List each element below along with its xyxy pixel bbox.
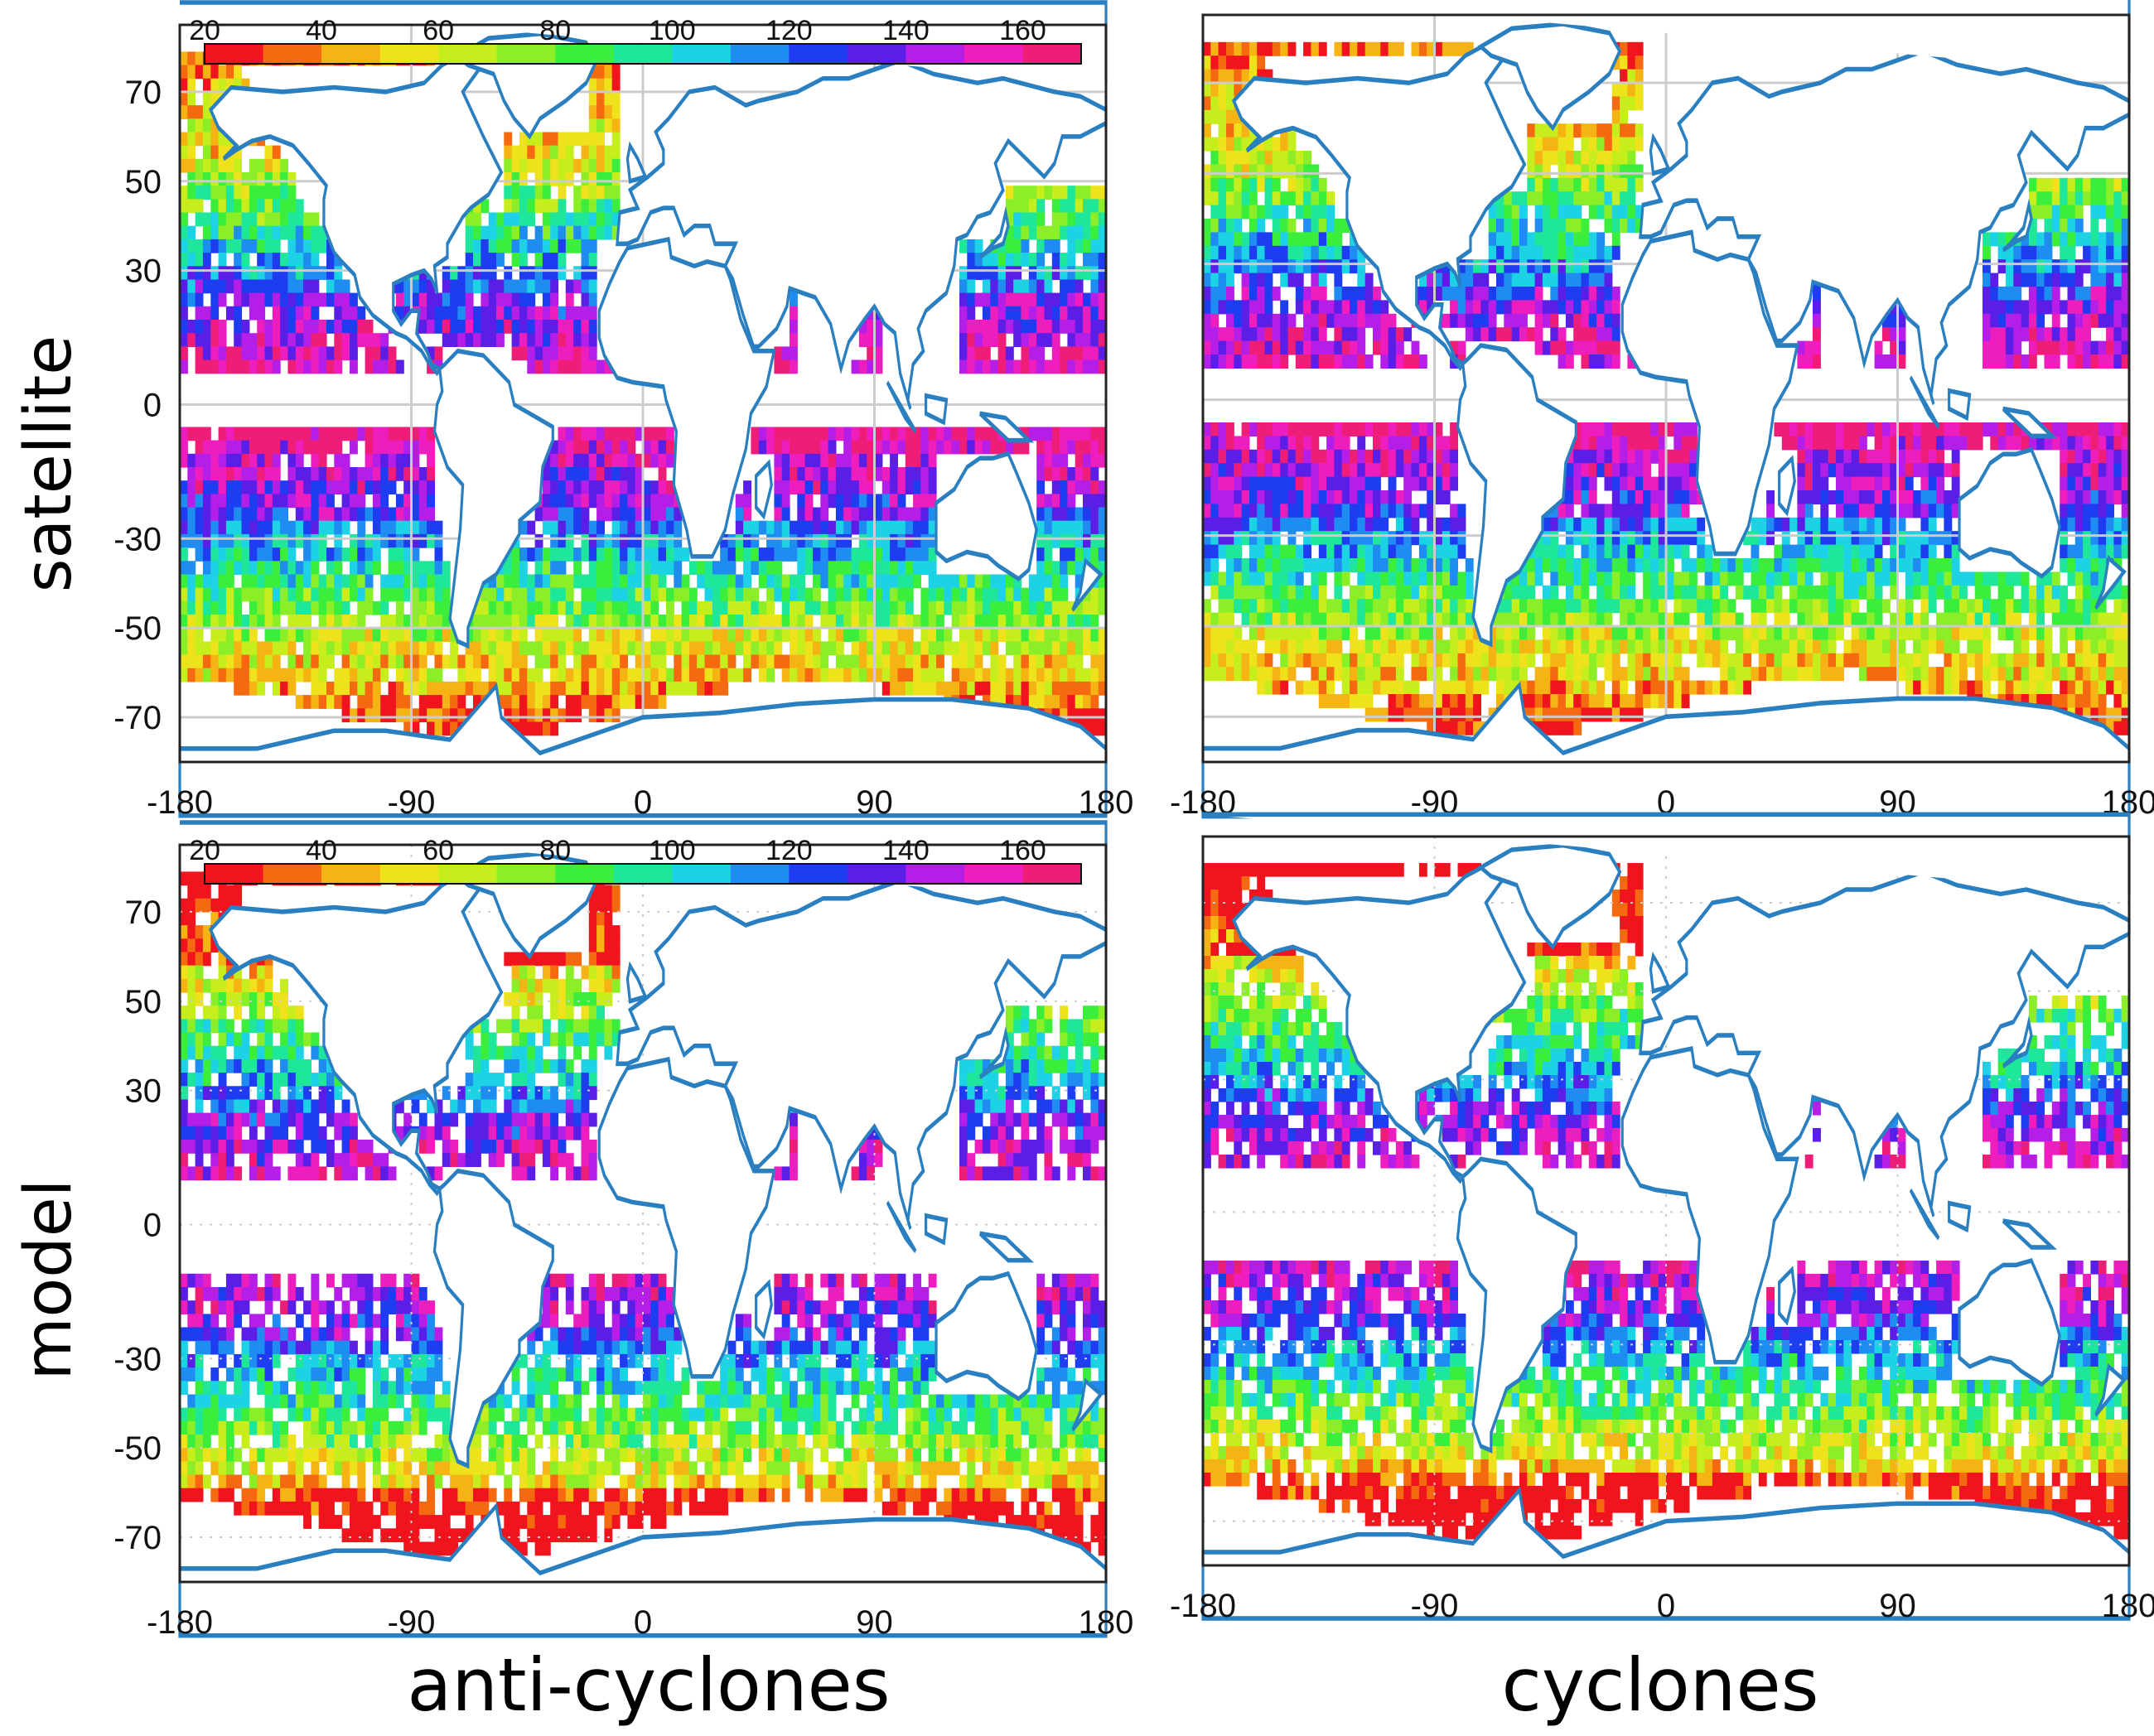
colorbar-tick-label: 140 bbox=[882, 15, 930, 46]
colorbar-tick-label: 100 bbox=[649, 835, 696, 866]
colorbar-segment bbox=[1022, 864, 1082, 884]
colorbar-segment bbox=[438, 864, 498, 884]
colorbar-tick-label: 160 bbox=[999, 835, 1046, 866]
col-label-anti-cyclones: anti-cyclones bbox=[407, 1642, 890, 1728]
y-tick-label: 0 bbox=[143, 1207, 162, 1243]
colorbar-segment bbox=[964, 864, 1023, 884]
x-tick-label: -180 bbox=[147, 784, 213, 821]
y-tick-label: 70 bbox=[125, 895, 162, 931]
axes-frame bbox=[1201, 13, 2131, 764]
y-tick-label: 30 bbox=[125, 253, 162, 290]
x-tick-label: 180 bbox=[1079, 1604, 1134, 1641]
colorbar-segment bbox=[613, 864, 673, 884]
colorbar-tick-label: 60 bbox=[423, 835, 454, 866]
colorbar-tick-label: 60 bbox=[423, 15, 454, 46]
colorbar-tick-label: 80 bbox=[539, 15, 571, 46]
x-tick-label: 180 bbox=[2102, 1588, 2154, 1624]
y-tick-label: -70 bbox=[113, 1520, 162, 1556]
row-label-satellite: satellite bbox=[12, 335, 86, 593]
x-tick-label: -90 bbox=[1411, 1588, 1459, 1624]
colorbar-segment bbox=[555, 864, 615, 884]
colorbar-segment bbox=[789, 44, 848, 64]
map-panel-1: -180 -90 0 90 180 bbox=[1170, 0, 2154, 821]
y-tick-label: -50 bbox=[113, 1430, 162, 1467]
axes-frame bbox=[1201, 835, 2131, 1567]
colorbar-segment bbox=[321, 864, 381, 884]
colorbar-tick-label: 120 bbox=[765, 835, 813, 866]
x-tick-label: 0 bbox=[1657, 784, 1675, 821]
y-tick-label: 50 bbox=[125, 164, 162, 200]
colorbar-tick-label: 40 bbox=[306, 835, 337, 866]
colorbar: 20 40 60 80 100 120 140 160 bbox=[189, 835, 1082, 885]
x-tick-label: 90 bbox=[1879, 1588, 1916, 1624]
y-tick-label: -30 bbox=[113, 1341, 162, 1377]
colorbar-segment bbox=[555, 44, 615, 64]
x-tick-label: -90 bbox=[388, 1604, 436, 1641]
colorbar-segment bbox=[847, 864, 906, 884]
y-tick-label: 30 bbox=[125, 1073, 162, 1110]
eddy-lifetime-cells bbox=[1203, 863, 2130, 1540]
colorbar-tick-label: 140 bbox=[882, 835, 930, 866]
colorbar-segment bbox=[379, 44, 439, 64]
colorbar-segment bbox=[672, 864, 732, 884]
col-label-cyclones: cyclones bbox=[1502, 1642, 1819, 1728]
colorbar-segment bbox=[496, 44, 556, 64]
x-tick-label: -180 bbox=[1170, 1588, 1236, 1624]
colorbar-segment bbox=[906, 864, 965, 884]
y-tick-label: 70 bbox=[125, 75, 162, 111]
colorbar-segment bbox=[321, 44, 381, 64]
colorbar-segment bbox=[496, 864, 556, 884]
x-tick-label: 180 bbox=[1079, 784, 1134, 821]
colorbar-segment bbox=[789, 864, 848, 884]
x-tick-label: 0 bbox=[634, 1604, 652, 1641]
colorbar-segment bbox=[847, 44, 906, 64]
colorbar-segment bbox=[906, 44, 965, 64]
colorbar-tick-label: 100 bbox=[649, 15, 696, 46]
map-panel-3: -180 -90 0 90 180 bbox=[1170, 814, 2154, 1624]
y-tick-label: 0 bbox=[143, 387, 162, 423]
colorbar-segment bbox=[964, 44, 1023, 64]
x-tick-label: -90 bbox=[388, 784, 436, 821]
colorbar-segment bbox=[438, 44, 498, 64]
colorbar-segment bbox=[613, 44, 673, 64]
x-tick-label: 0 bbox=[1657, 1588, 1675, 1624]
colorbar: 20 40 60 80 100 120 140 160 bbox=[189, 15, 1082, 65]
colorbar-segment bbox=[205, 44, 264, 64]
colorbar-frame bbox=[204, 863, 1082, 885]
colorbar-tick-label: 20 bbox=[189, 835, 220, 866]
colorbar-segment bbox=[672, 44, 732, 64]
y-tick-label: -30 bbox=[113, 521, 162, 557]
colorbar-segment bbox=[730, 864, 790, 884]
colorbar-segment bbox=[730, 44, 790, 64]
colorbar-segment bbox=[1022, 44, 1082, 64]
x-tick-label: -180 bbox=[147, 1604, 213, 1641]
x-tick-label: 90 bbox=[856, 784, 893, 821]
colorbar-segment bbox=[205, 864, 264, 884]
y-tick-label: 50 bbox=[125, 984, 162, 1020]
colorbar-frame bbox=[204, 43, 1082, 65]
map-panel-0: -180 -90 0 90 180 70 50 30 0 -30 -50 -70 20 40 60 80 100… bbox=[113, 2, 1133, 821]
eddy-lifetime-cells bbox=[1203, 41, 2130, 735]
y-tick-label: -70 bbox=[113, 700, 162, 736]
colorbar-tick-label: 120 bbox=[765, 15, 813, 46]
colorbar-tick-label: 40 bbox=[306, 15, 337, 46]
row-label-model: model bbox=[12, 1179, 86, 1381]
x-tick-label: 90 bbox=[856, 1604, 893, 1641]
map-panel-2: -180 -90 0 90 180 70 50 30 0 -30 -50 -70 20 40 60 80 100… bbox=[113, 822, 1133, 1641]
axes-frame bbox=[178, 23, 1108, 764]
colorbar-tick-label: 20 bbox=[189, 15, 220, 46]
colorbar-tick-label: 80 bbox=[539, 835, 571, 866]
colorbar-tick-label: 160 bbox=[999, 15, 1046, 46]
x-tick-label: 0 bbox=[634, 784, 652, 821]
colorbar-segment bbox=[263, 44, 322, 64]
colorbar-segment bbox=[263, 864, 322, 884]
grid bbox=[180, 845, 1106, 1582]
axes-frame bbox=[178, 843, 1108, 1584]
y-tick-label: -50 bbox=[113, 610, 162, 647]
colorbar-segment bbox=[379, 864, 439, 884]
